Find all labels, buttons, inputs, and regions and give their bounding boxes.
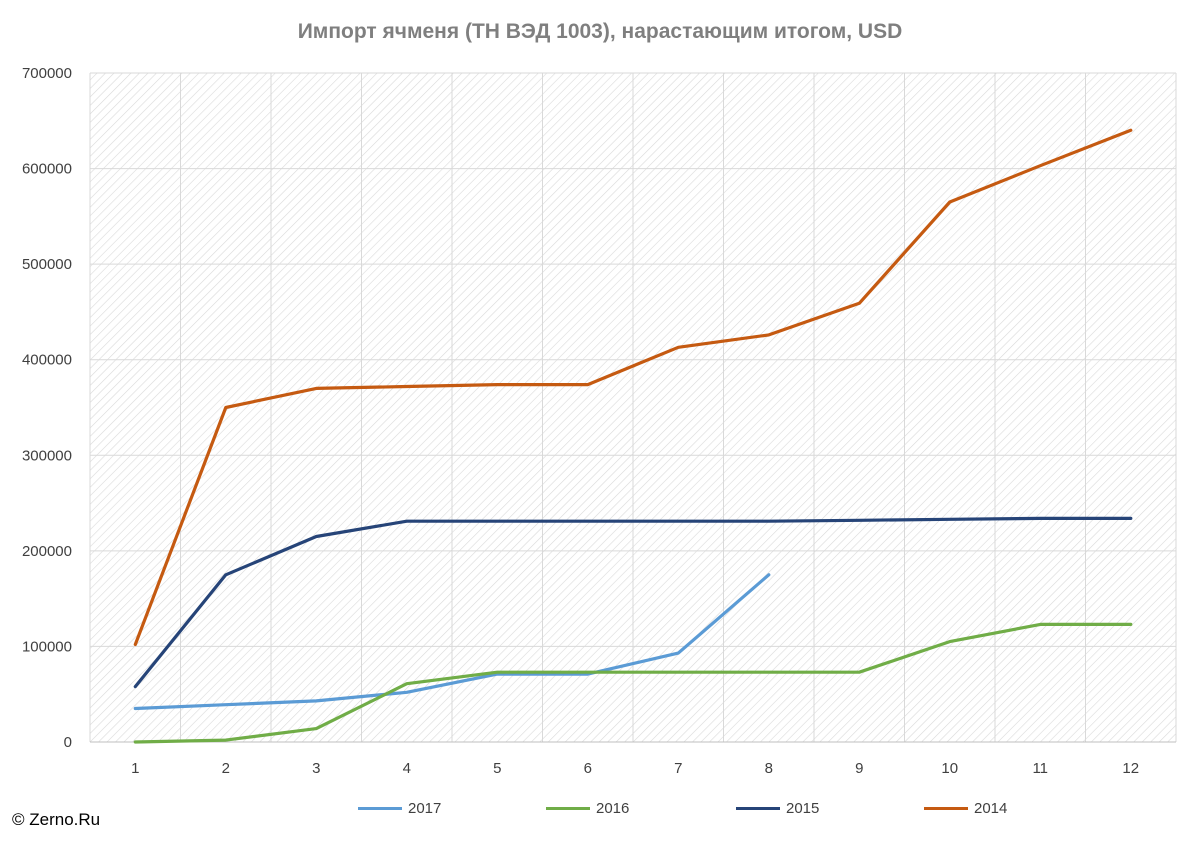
x-tick-label: 11	[1032, 760, 1048, 777]
copyright-text: © Zerno.Ru	[12, 810, 101, 829]
legend-label: 2015	[786, 800, 820, 817]
x-tick-label: 9	[855, 760, 863, 777]
y-tick-label: 600000	[22, 161, 72, 178]
legend-label: 2014	[974, 800, 1008, 817]
legend-swatch	[358, 807, 402, 810]
y-tick-label: 700000	[22, 65, 72, 82]
y-tick-label: 300000	[22, 447, 72, 464]
chart-title: Импорт ячменя (ТН ВЭД 1003), нарастающим…	[297, 20, 903, 43]
x-tick-label: 12	[1122, 760, 1139, 777]
legend-swatch	[924, 807, 968, 810]
x-tick-label: 5	[493, 760, 501, 777]
x-tick-label: 10	[941, 760, 958, 777]
legend-item-2016: 2016	[546, 800, 629, 817]
y-tick-label: 0	[64, 734, 72, 751]
x-tick-label: 8	[765, 760, 773, 777]
y-tick-label: 500000	[22, 256, 72, 273]
legend-item-2015: 2015	[736, 800, 819, 817]
series-line-2014	[133, 128, 1133, 647]
x-tick-label: 2	[222, 760, 230, 777]
legend: 2017 2016 2015 2014	[0, 800, 1200, 824]
y-tick-label: 100000	[22, 638, 72, 655]
series-line-2017	[133, 573, 771, 711]
x-tick-label: 1	[131, 760, 139, 777]
y-tick-label: 200000	[22, 543, 72, 560]
legend-label: 2016	[596, 800, 630, 817]
series-line-2015	[133, 516, 1133, 689]
legend-swatch	[546, 807, 590, 810]
series-lines	[133, 128, 1133, 744]
legend-item-2017: 2017	[358, 800, 441, 817]
series-line-2016	[133, 622, 1133, 744]
x-tick-label: 6	[584, 760, 592, 777]
legend-item-2014: 2014	[924, 800, 1007, 817]
x-tick-label: 7	[674, 760, 682, 777]
legend-swatch	[736, 807, 780, 810]
legend-label: 2017	[408, 800, 442, 817]
x-tick-label: 3	[312, 760, 320, 777]
axes: 0 100000 200000 300000 400000 500000 600000 700…	[22, 65, 1176, 777]
y-tick-label: 400000	[22, 352, 72, 369]
x-tick-label: 4	[403, 760, 411, 777]
